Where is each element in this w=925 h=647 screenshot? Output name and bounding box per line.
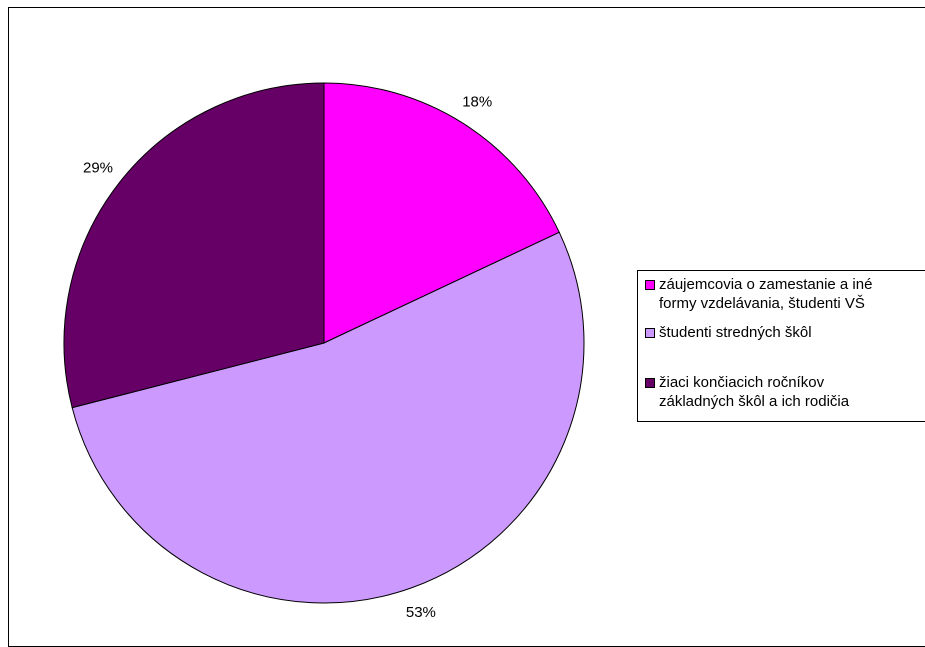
pct-label-job-seekers: 18% xyxy=(462,94,492,111)
legend-swatch-job-seekers xyxy=(645,280,655,290)
legend: záujemcovia o zamestanie a iné formy vzd… xyxy=(637,270,925,422)
legend-swatch-high-school-students xyxy=(645,328,655,338)
percentage-labels: 18% 53% 29% xyxy=(83,94,492,622)
pct-label-primary-school-pupils: 29% xyxy=(83,160,113,177)
legend-swatch-primary-school-pupils xyxy=(645,378,655,388)
legend-label-primary-school-pupils: žiaci končiacich ročníkov základných škô… xyxy=(659,374,850,410)
legend-item-job-seekers: záujemcovia o zamestanie a iné formy vzd… xyxy=(645,275,925,313)
pie-slices xyxy=(63,82,585,604)
pct-label-high-school-students: 53% xyxy=(406,604,436,621)
pie-slice-job-seekers xyxy=(323,82,560,344)
legend-item-high-school-students: študenti stredných škôl xyxy=(645,323,925,342)
pie-slice-primary-school-pupils xyxy=(63,82,325,409)
legend-item-primary-school-pupils: žiaci končiacich ročníkov základných škô… xyxy=(645,373,925,411)
legend-label-high-school-students: študenti stredných škôl xyxy=(659,324,812,341)
pie-slice-high-school-students xyxy=(71,231,585,604)
legend-label-job-seekers: záujemcovia o zamestanie a iné formy vzd… xyxy=(659,276,873,312)
